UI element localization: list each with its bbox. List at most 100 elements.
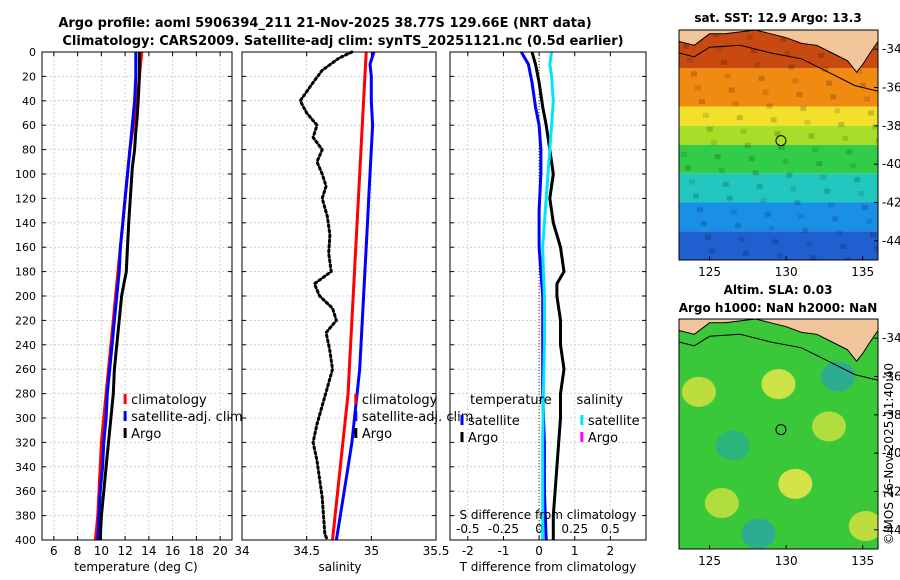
sst-pixel <box>788 64 795 70</box>
figure-title-line1: Argo profile: aoml 5906394_211 21-Nov-20… <box>58 16 591 31</box>
sla-map-panel: 125 130 135 -34 -36 -38 -40 -42 -44 <box>678 318 900 568</box>
plot-frame <box>41 51 233 541</box>
sst-pixel <box>736 115 743 121</box>
sst-band <box>679 145 878 174</box>
map-y-tick-label: -36 <box>882 81 900 95</box>
sst-pixel <box>828 202 835 208</box>
sst-pixel <box>876 138 878 144</box>
sst-pixel <box>872 124 878 130</box>
sst-pixel <box>858 191 865 196</box>
sst-map-title: sat. SST: 12.9 Argo: 13.3 <box>694 11 861 25</box>
sst-pixel <box>792 78 799 84</box>
sst-pixel <box>874 246 878 252</box>
sst-pixel <box>812 147 819 153</box>
sst-pixel <box>798 214 805 219</box>
sst-pixel <box>706 126 713 132</box>
sst-pixel <box>698 99 705 104</box>
sst-pixel <box>704 234 711 240</box>
sst-pixel <box>686 57 693 63</box>
sst-pixel <box>734 223 741 229</box>
map-field <box>679 319 878 549</box>
sst-pixel <box>760 197 767 203</box>
map-y-tick-label: -34 <box>882 42 900 56</box>
sst-pixel <box>748 156 755 162</box>
map-field <box>679 30 878 260</box>
sst-pixel <box>694 85 701 91</box>
sst-pixel <box>816 161 823 167</box>
sst-pixel <box>846 149 853 155</box>
sst-pixel <box>872 124 878 130</box>
sst-pixel <box>840 243 847 249</box>
land-australia <box>679 30 878 73</box>
sst-pixel <box>696 207 703 213</box>
depth-tick-label: 80 <box>22 144 36 157</box>
sst-pixel <box>742 250 749 256</box>
sst-pixel <box>760 197 767 203</box>
sst-pixel <box>866 218 873 224</box>
sst-pixel <box>778 145 785 150</box>
sst-pixel <box>704 234 711 240</box>
sst-pixel <box>862 204 869 210</box>
map-y-tick-label: -38 <box>882 408 900 422</box>
sst-pixel <box>720 59 727 65</box>
sst-pixel <box>738 237 745 242</box>
sst-pixel <box>768 225 775 231</box>
series-line-argo <box>98 52 141 541</box>
legend-label: climatology <box>362 393 438 408</box>
sst-pixel <box>776 253 783 259</box>
sst-pixel <box>690 71 697 77</box>
sst-pixel <box>708 248 715 254</box>
sst-pixel <box>754 62 761 68</box>
sst-pixel <box>820 174 827 180</box>
sst-pixel <box>844 257 851 260</box>
depth-contour <box>679 44 878 92</box>
sst-pixel <box>870 232 877 238</box>
legend-label: satellite <box>588 414 640 429</box>
depth-tick-label: 40 <box>22 95 36 108</box>
sst-pixel <box>744 142 751 148</box>
depth-tick-label: 240 <box>15 339 36 352</box>
sst-pixel <box>826 80 833 86</box>
sst-pixel <box>772 239 779 245</box>
difference-xlabel-top: S difference from climatology <box>460 508 637 522</box>
map-y-tick-label: -44 <box>882 234 900 248</box>
depth-tick-label: 20 <box>22 70 36 83</box>
sst-pixel <box>722 181 729 187</box>
depth-tick-label: 360 <box>15 485 36 498</box>
sst-pixel <box>796 92 803 98</box>
sst-pixel <box>734 223 741 229</box>
sst-pixel <box>730 209 737 215</box>
sst-pixel <box>722 181 729 187</box>
sst-pixel <box>704 234 711 240</box>
sst-pixel <box>752 170 759 176</box>
temperature-xlabel: temperature (deg C) <box>74 560 197 574</box>
sst-pixel <box>724 73 731 79</box>
sst-pixel <box>712 32 719 38</box>
sst-pixel <box>874 246 878 252</box>
sst-pixel <box>864 96 871 102</box>
sst-pixel <box>690 71 697 77</box>
sst-pixel <box>722 181 729 187</box>
map-y-tick-label: -42 <box>882 196 900 210</box>
sst-pixel <box>770 117 777 123</box>
depth-tick-label: 160 <box>15 241 36 254</box>
sst-pixel <box>696 207 703 213</box>
series-line-climatology <box>331 51 368 541</box>
sst-pixel <box>826 80 833 86</box>
map-x-tick-label: 125 <box>698 265 721 279</box>
sst-pixel <box>868 110 875 116</box>
sst-pixel <box>756 184 763 190</box>
sst-pixel <box>784 50 791 56</box>
sst-pixel <box>732 101 739 107</box>
map-y-tick-label: -36 <box>882 370 900 384</box>
sst-pixel <box>712 32 719 38</box>
sst-pixel <box>818 53 825 58</box>
sst-pixel <box>762 89 769 95</box>
sst-pixel <box>778 145 785 150</box>
map-x-tick-label: 125 <box>698 554 721 568</box>
sst-pixel <box>770 117 777 123</box>
sst-pixel <box>824 188 831 194</box>
x-tick-label: 8 <box>74 544 82 558</box>
sst-pixel <box>838 122 845 127</box>
depth-tick-label: 400 <box>15 534 36 547</box>
